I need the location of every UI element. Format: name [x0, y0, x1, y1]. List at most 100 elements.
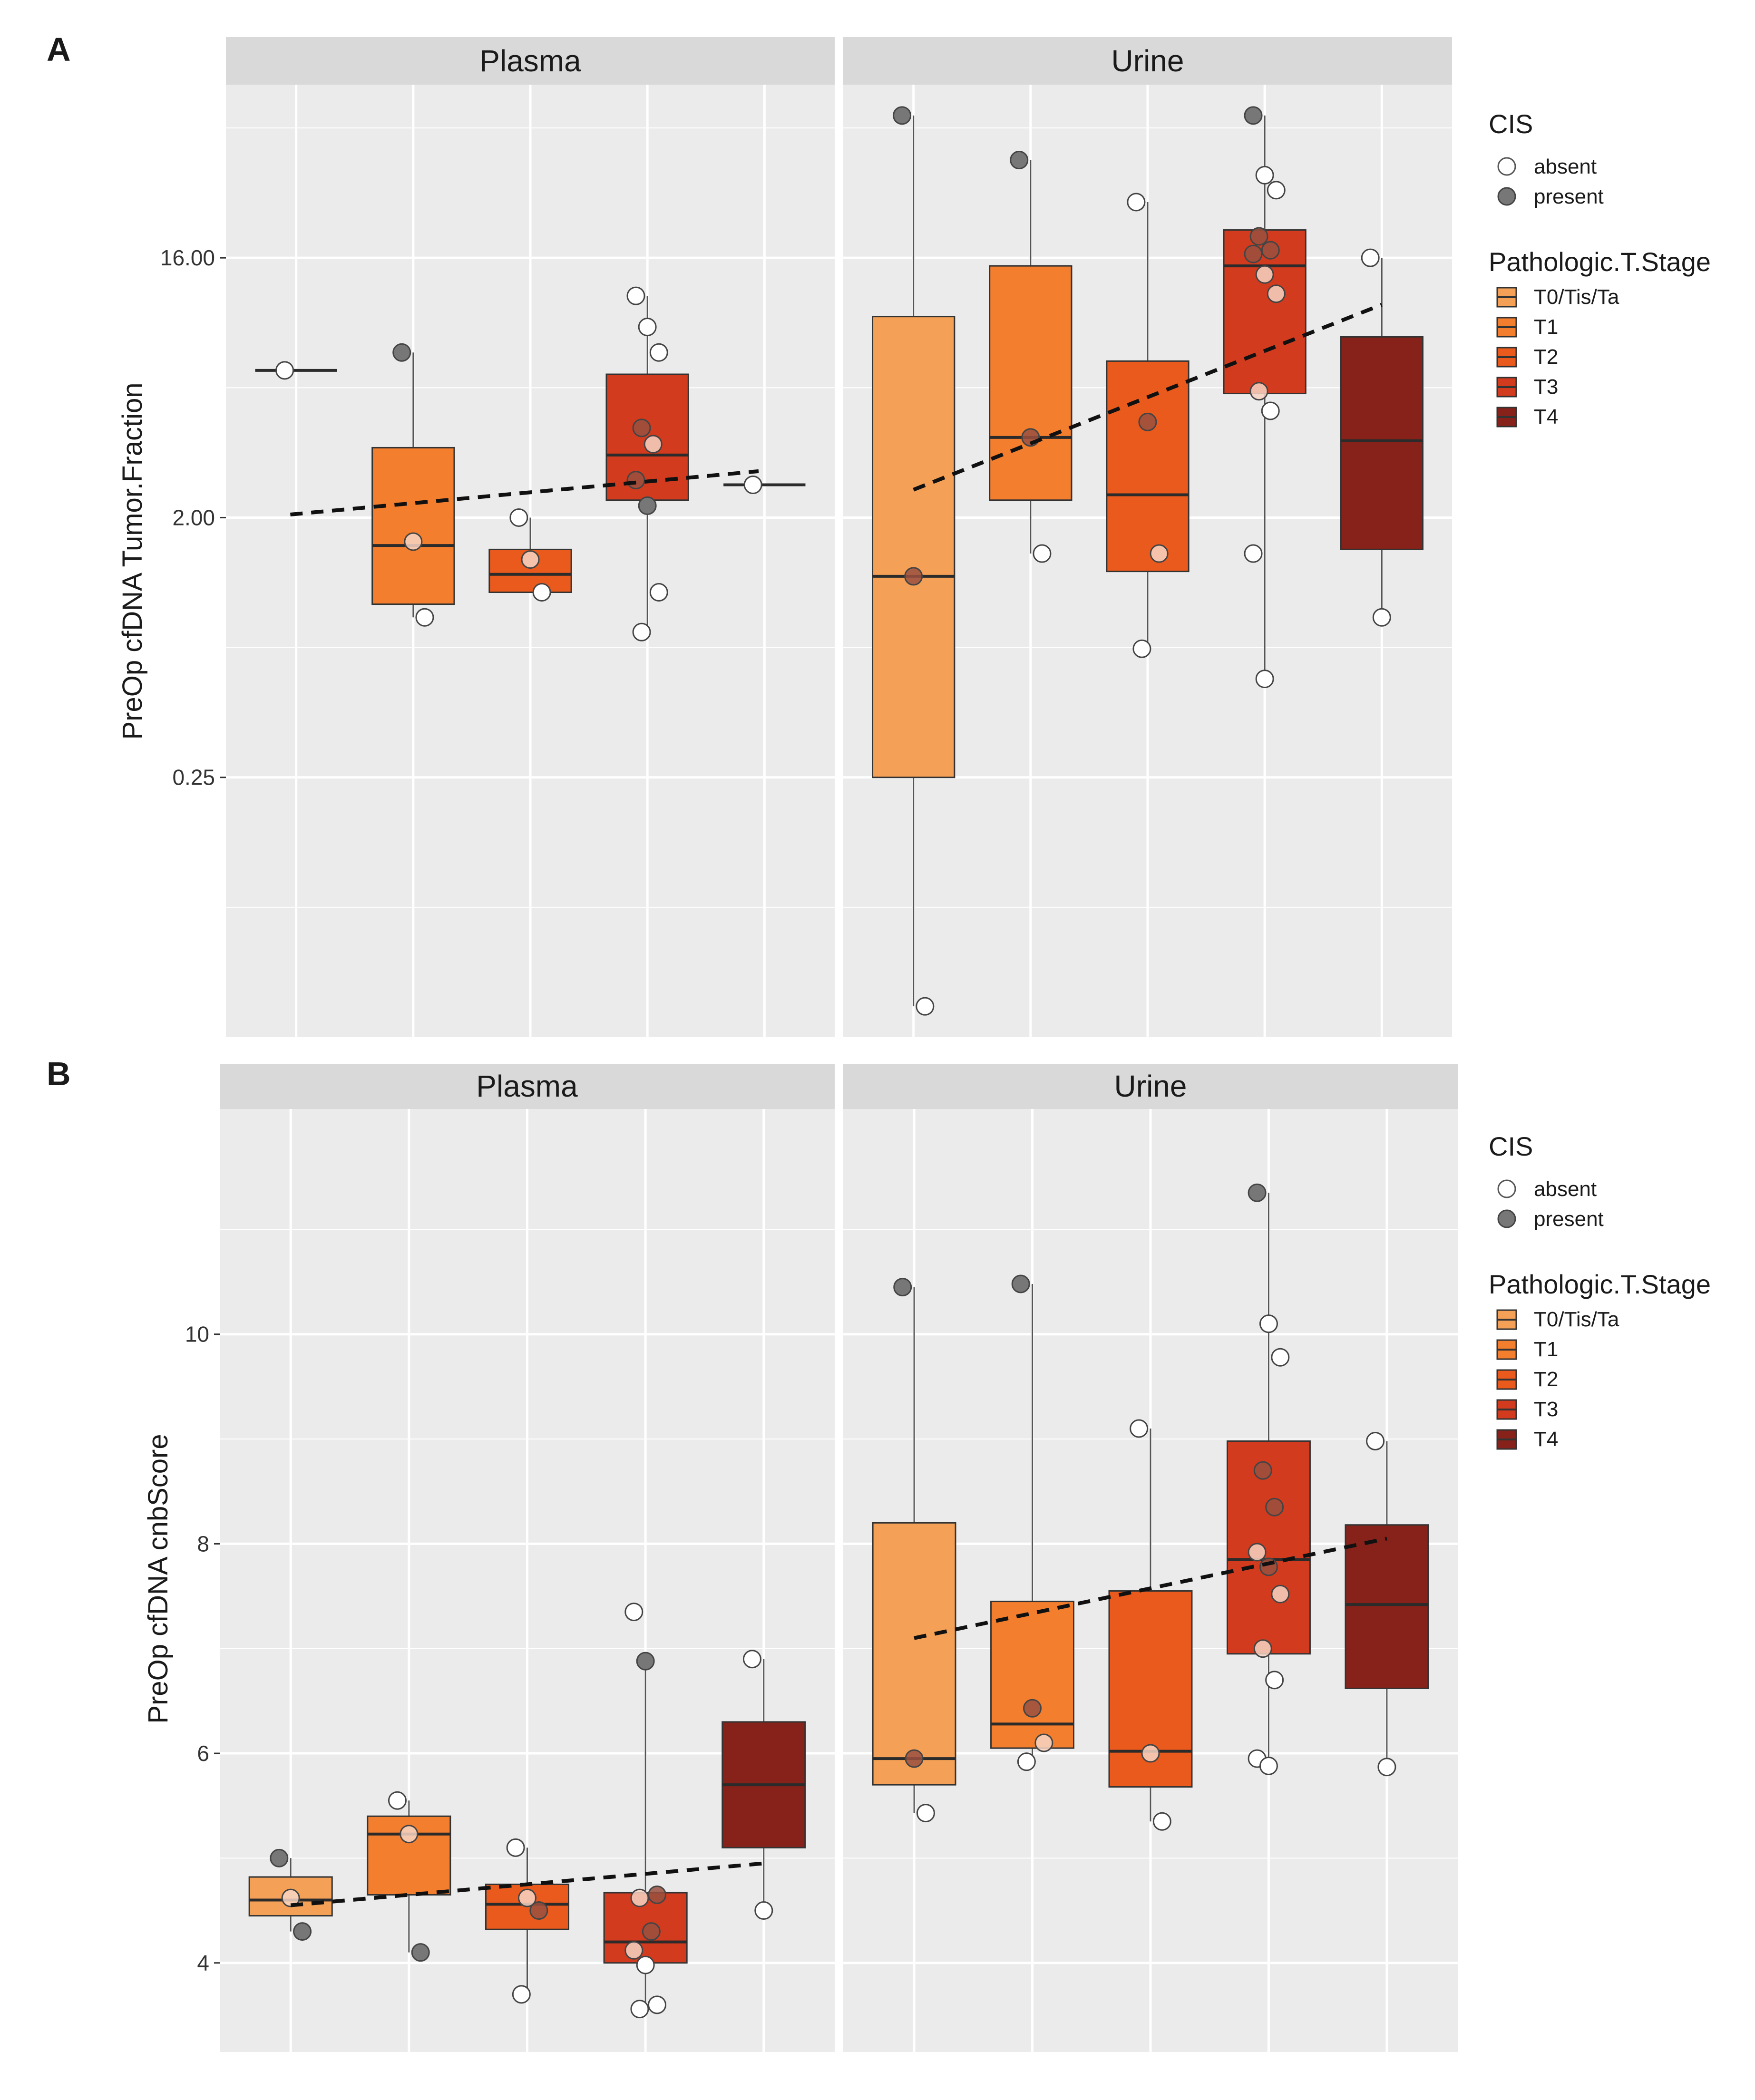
point-absent: [1152, 1812, 1171, 1831]
point-absent: [1261, 401, 1280, 420]
point-absent: [754, 1901, 773, 1920]
box-t0-tis-ta: [255, 361, 337, 380]
y-tick-label: 0.25: [172, 765, 215, 790]
point-absent: [1130, 1419, 1149, 1438]
y-tick-label: 10: [185, 1322, 209, 1347]
point-absent: [521, 550, 540, 569]
box-t4: [722, 1650, 806, 1920]
point-absent: [1034, 1733, 1053, 1752]
box-body: [1345, 1524, 1429, 1689]
legend-stage-label: T0/Tis/Ta: [1534, 1308, 1619, 1331]
point-absent: [1017, 1752, 1036, 1771]
y-axis-title-b: PreOp cfDNA cnbScore: [143, 1434, 174, 1723]
point-present: [636, 1652, 655, 1671]
legend-stage-label: T1: [1534, 1338, 1558, 1361]
y-axis-title-a: PreOp cfDNA Tumor.Fraction: [117, 382, 148, 739]
legend-stage-title: Pathologic.T.Stage: [1489, 1269, 1711, 1299]
point-present: [270, 1848, 289, 1867]
box-t0-tis-ta: [872, 1278, 956, 1823]
point-absent: [743, 476, 762, 495]
y-tick-label: 16.00: [160, 245, 215, 270]
point-absent: [1366, 1431, 1385, 1450]
point-absent: [1271, 1585, 1290, 1604]
legend-a: CIS absent present Pathologic.T.Stage T0…: [1489, 109, 1711, 428]
point-absent: [415, 608, 434, 627]
point-absent: [388, 1791, 407, 1810]
point-absent: [1132, 639, 1151, 658]
y-tick-label: 8: [197, 1531, 209, 1556]
legend-absent-label: absent: [1534, 155, 1597, 178]
strip-bg: [220, 1064, 835, 1109]
point-absent: [1249, 382, 1268, 401]
box-t0-tis-ta: [872, 106, 956, 1016]
legend-cis-title: CIS: [1489, 109, 1533, 139]
legend-absent-key: [1497, 157, 1516, 176]
box-marks: [248, 1603, 806, 2019]
point-absent: [742, 1650, 761, 1669]
point-present: [529, 1901, 548, 1920]
point-absent: [1267, 284, 1286, 303]
point-absent: [509, 508, 528, 527]
legend-present-key: [1497, 1209, 1516, 1228]
point-absent: [275, 361, 294, 380]
point-present: [626, 471, 645, 490]
box-t4: [1345, 1431, 1429, 1777]
point-absent: [632, 622, 651, 642]
point-present: [904, 567, 923, 586]
point-absent: [1271, 1348, 1290, 1367]
box-t4: [1340, 248, 1424, 627]
y-ticks-b: 4 6 8 10: [185, 1322, 220, 1975]
point-absent: [1255, 670, 1274, 689]
point-present: [632, 418, 651, 438]
point-absent: [649, 583, 668, 602]
point-absent: [1033, 544, 1052, 563]
strip-label: Plasma: [479, 44, 581, 78]
point-present: [392, 343, 411, 362]
box-body: [990, 1601, 1074, 1749]
box-t1: [367, 1791, 451, 1962]
box-marks: [255, 286, 806, 642]
point-absent: [1150, 544, 1169, 563]
box-body: [872, 1522, 956, 1786]
point-absent: [532, 583, 551, 602]
point-absent: [1244, 544, 1263, 563]
point-present: [1244, 106, 1263, 125]
point-present: [905, 1749, 924, 1768]
point-absent: [1255, 165, 1274, 185]
legend-absent-label: absent: [1534, 1177, 1597, 1201]
facet-a-urine: Urine: [843, 37, 1452, 1037]
point-absent: [644, 435, 663, 454]
point-present: [1010, 151, 1029, 170]
point-absent: [626, 286, 645, 305]
point-absent: [630, 2000, 649, 2019]
point-present: [642, 1922, 661, 1941]
point-present: [1253, 1461, 1272, 1480]
box-t3: [603, 1603, 688, 2019]
point-absent: [916, 997, 935, 1016]
point-absent: [916, 1804, 935, 1823]
point-present: [1023, 1699, 1042, 1718]
legend-stage-label: T0/Tis/Ta: [1534, 285, 1619, 309]
point-absent: [1141, 1744, 1160, 1763]
strip-bg: [226, 37, 835, 85]
panel-letter-a: A: [47, 31, 71, 68]
strip-bg: [843, 37, 1452, 85]
point-absent: [1248, 1543, 1267, 1562]
point-present: [1138, 412, 1157, 431]
strip-bg: [843, 1064, 1458, 1109]
legend-stage-keys: T0/Tis/Ta T1 T2 T3 T4: [1496, 285, 1619, 428]
legend-absent-key: [1497, 1179, 1516, 1198]
box-body: [1340, 336, 1424, 550]
point-present: [893, 106, 912, 125]
y-tick-label: 2.00: [172, 505, 215, 530]
point-present: [893, 1278, 912, 1297]
point-absent: [518, 1888, 536, 1907]
point-absent: [506, 1838, 525, 1857]
y-tick-label: 6: [197, 1741, 209, 1766]
strip-label: Urine: [1114, 1069, 1187, 1103]
legend-stage-label: T2: [1534, 1368, 1558, 1391]
point-absent: [630, 1888, 649, 1907]
point-absent: [400, 1825, 419, 1844]
legend-b: CIS absent present Pathologic.T.Stage T0…: [1489, 1131, 1711, 1451]
